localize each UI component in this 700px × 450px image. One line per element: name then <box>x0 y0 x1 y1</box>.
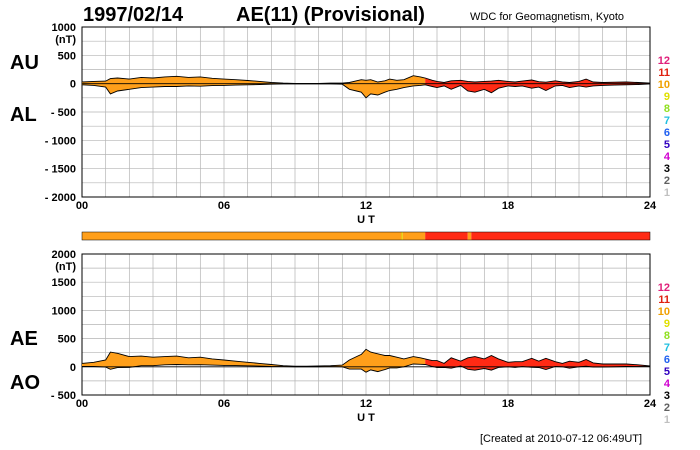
coverage-segment <box>401 232 403 240</box>
y-tick-label: - 1500 <box>45 164 76 176</box>
unit-label: (nT) <box>55 34 76 46</box>
station-level-label: 8 <box>664 103 670 115</box>
station-level-label: 11 <box>658 67 670 79</box>
y-tick-label: - 1000 <box>45 135 76 147</box>
station-level-label: 2 <box>664 175 670 187</box>
y-tick-label: - 500 <box>51 107 76 119</box>
al-label: AL <box>10 104 37 126</box>
al-line <box>81 83 651 99</box>
created-timestamp: [Created at 2010-07-12 06:49UT] <box>480 433 643 445</box>
coverage-segment <box>471 232 650 240</box>
y-tick-label: 500 <box>58 334 76 346</box>
date-title: 1997/02/14 <box>83 4 184 26</box>
x-tick-label: 24 <box>644 200 657 212</box>
x-tick-label: 12 <box>360 200 372 212</box>
station-level-label: 6 <box>664 354 670 366</box>
y-tick-label: 2000 <box>52 249 76 261</box>
y-tick-label: 0 <box>70 79 76 91</box>
y-tick-label: 1000 <box>52 305 76 317</box>
au-label: AU <box>10 52 39 74</box>
y-tick-label: 1000 <box>52 22 76 34</box>
x-tick-label: 18 <box>502 398 514 410</box>
station-level-label: 3 <box>664 390 670 402</box>
station-level-label: 12 <box>658 282 670 294</box>
coverage-bar-frame <box>81 231 651 241</box>
coverage-segment <box>467 232 472 240</box>
station-level-label: 3 <box>664 163 670 175</box>
x-tick-label: 06 <box>218 200 230 212</box>
station-level-label: 6 <box>664 127 670 139</box>
x-tick-label: 24 <box>644 398 657 410</box>
station-level-label: 10 <box>658 306 670 318</box>
station-level-label: 1 <box>664 414 670 426</box>
station-level-label: 12 <box>658 55 670 67</box>
ao-label: AO <box>10 372 40 394</box>
station-level-label: 9 <box>664 91 670 103</box>
y-tick-label: - 2000 <box>45 192 76 204</box>
y-tick-label: - 500 <box>51 390 76 402</box>
unit-label: (nT) <box>55 261 76 273</box>
plot-frame <box>81 26 651 198</box>
x-tick-label: 00 <box>76 398 88 410</box>
coverage-segment <box>425 232 468 240</box>
station-level-label: 10 <box>658 79 670 91</box>
station-level-label: 7 <box>664 342 670 354</box>
x-axis-label: U T <box>357 412 375 424</box>
y-tick-label: 1500 <box>52 277 76 289</box>
station-level-label: 8 <box>664 330 670 342</box>
station-level-label: 7 <box>664 115 670 127</box>
station-level-label: 5 <box>664 139 670 151</box>
x-tick-label: 00 <box>76 200 88 212</box>
y-tick-label: 500 <box>58 50 76 62</box>
x-tick-label: 18 <box>502 200 514 212</box>
ae-label: AE <box>10 328 38 350</box>
station-level-label: 5 <box>664 366 670 378</box>
envelope-fill-red <box>425 355 650 371</box>
station-level-label: 11 <box>658 294 670 306</box>
station-level-label: 9 <box>664 318 670 330</box>
source-label: WDC for Geomagnetism, Kyoto <box>470 11 625 23</box>
station-level-label: 1 <box>664 187 670 199</box>
x-axis-label: U T <box>357 214 375 226</box>
ao-line <box>82 363 650 373</box>
station-level-label: 2 <box>664 402 670 414</box>
y-tick-label: 0 <box>70 362 76 374</box>
coverage-segment <box>82 232 402 240</box>
x-tick-label: 12 <box>360 398 372 410</box>
plot-frame <box>81 253 651 396</box>
x-tick-label: 06 <box>218 398 230 410</box>
ae-line <box>81 348 651 367</box>
station-level-label: 4 <box>664 378 671 390</box>
station-level-label: 4 <box>664 151 671 163</box>
au-line <box>81 75 651 84</box>
index-title: AE(11) (Provisional) <box>236 4 425 26</box>
coverage-segment <box>402 232 426 240</box>
envelope-fill-orange <box>82 75 426 98</box>
